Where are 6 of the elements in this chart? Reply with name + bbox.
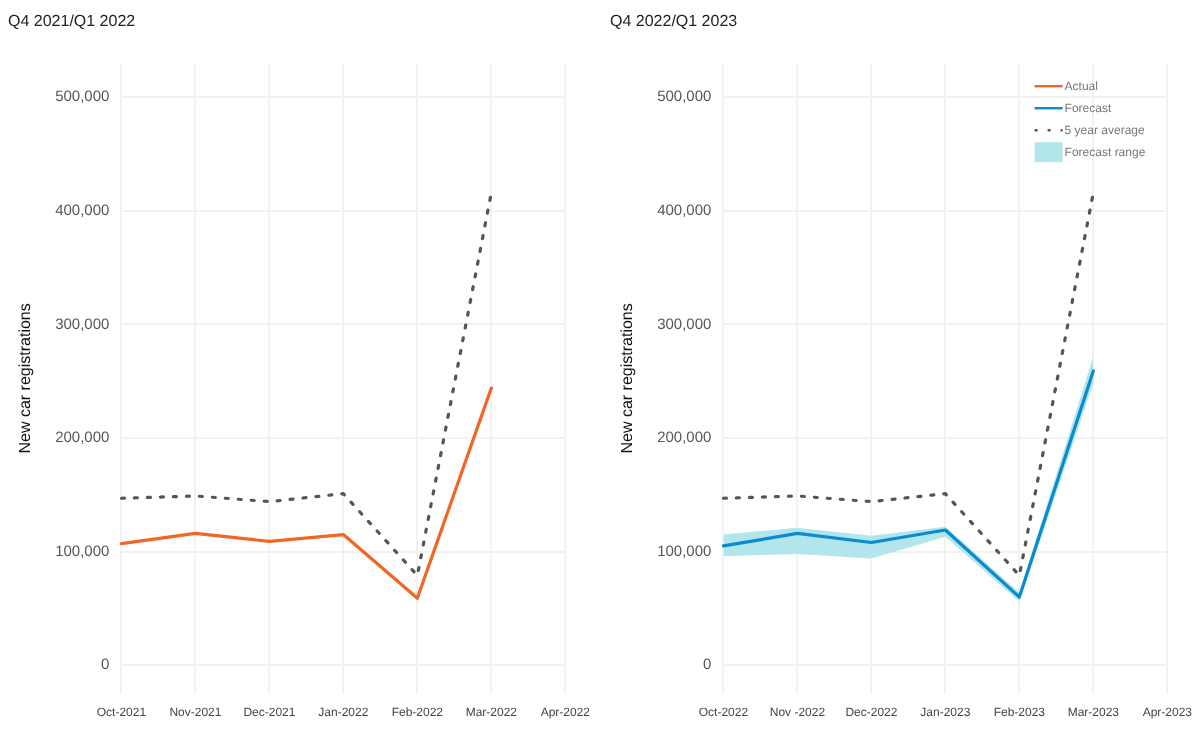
line-series <box>721 191 1095 578</box>
chart-title: Q4 2021/Q1 2022 <box>8 12 137 31</box>
line-series <box>119 191 493 578</box>
y-axis-title: New car registrations <box>16 303 35 454</box>
y-axis-title: New car registrations <box>618 303 637 454</box>
chart-title: Q4 2022/Q1 2023 <box>610 12 739 31</box>
